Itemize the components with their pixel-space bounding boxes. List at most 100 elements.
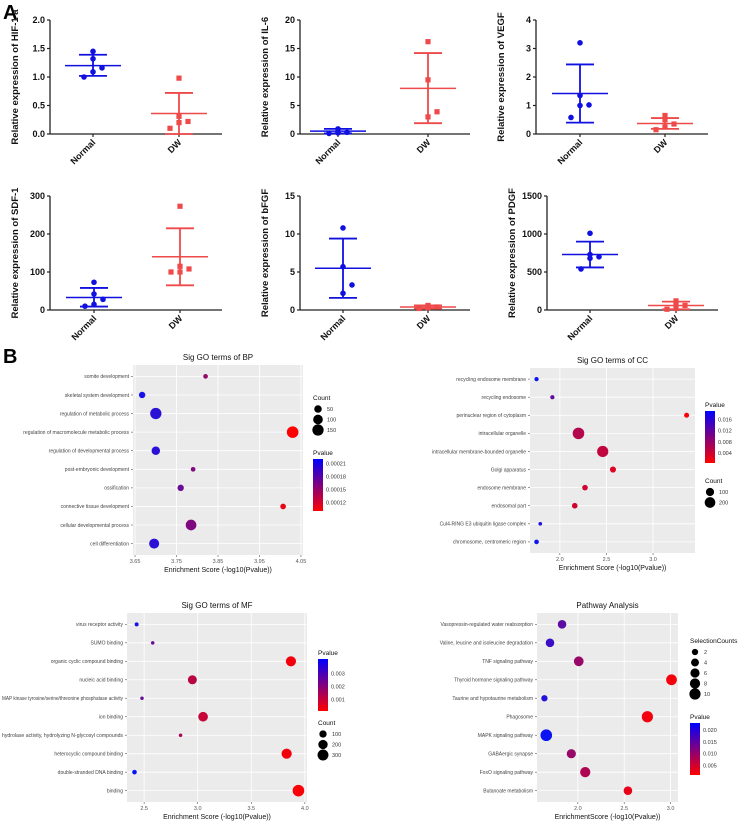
y-tick-label: 1 — [526, 101, 531, 111]
color-legend-label: 0.020 — [703, 728, 717, 734]
x-tick-label: 2.5 — [140, 806, 148, 812]
y-tick-label: 10 — [285, 229, 295, 239]
y-tick-label: 3 — [526, 44, 531, 54]
y-tick-label: 10 — [285, 72, 295, 82]
data-point-normal — [577, 40, 583, 46]
data-point-dw — [434, 109, 440, 115]
data-point-normal — [577, 92, 583, 99]
bubble — [285, 656, 297, 667]
y-tick-label: 200 — [30, 229, 45, 239]
size-legend-label: 10 — [704, 692, 710, 698]
bubble — [566, 749, 576, 759]
y-tick-label: 500 — [527, 267, 542, 277]
data-point-normal — [568, 114, 574, 121]
plot-panel — [530, 368, 695, 553]
term-label: recycling endosome — [482, 395, 527, 401]
bubble — [149, 538, 160, 549]
chart-title: Pathway Analysis — [576, 601, 638, 610]
term-label: intracellular organelle — [478, 431, 526, 437]
y-tick-label: 5 — [290, 267, 295, 277]
data-point-normal — [587, 255, 593, 262]
data-point-normal — [335, 130, 341, 136]
data-point-dw — [167, 125, 173, 131]
term-label: cell differentiation — [90, 541, 129, 547]
bubble — [203, 374, 208, 379]
term-label: FoxO signaling pathway — [480, 770, 534, 776]
term-label: Taurine and hypotaurine metabolism — [452, 696, 533, 702]
bubble — [187, 675, 197, 685]
data-point-normal — [349, 282, 355, 288]
x-axis-label: EnrichmentScore (-log10(Pvalue)) — [555, 814, 661, 821]
color-legend-title: Pvalue — [313, 450, 333, 457]
term-label: Cul4-RING E3 ubiquitin ligase complex — [440, 522, 527, 528]
term-label: Valine, leucine and isoleucine degradati… — [440, 641, 534, 647]
y-tick-label: 0.0 — [32, 129, 45, 139]
color-legend-label: 0.00021 — [326, 461, 346, 467]
bubble — [178, 733, 183, 737]
data-point-normal — [586, 102, 592, 108]
color-legend-label: 0.005 — [703, 764, 717, 770]
color-legend-label: 0.00015 — [326, 487, 346, 493]
term-label: recycling endosome membrane — [456, 377, 526, 383]
data-point-dw — [186, 266, 192, 272]
dot-plot-0: 0.0 0.5 1.0 1.5 2.0 Relative expression of HI… — [10, 9, 222, 166]
data-point-dw — [176, 75, 182, 81]
data-point-dw — [177, 263, 183, 269]
y-axis-label: Relative expression of VEGF — [496, 12, 507, 142]
data-point-dw — [673, 305, 679, 312]
x-tick-label: 2.5 — [620, 806, 628, 812]
size-legend-label: 200 — [332, 743, 341, 749]
y-tick-label: 5 — [290, 101, 295, 111]
y-tick-label: 0 — [40, 305, 45, 315]
size-legend-title: Count — [318, 720, 336, 727]
dot-plot-5: 0 500 1000 1500 Relative expression of PDGF N… — [507, 188, 718, 342]
y-tick-label: 15 — [285, 44, 295, 54]
y-tick-label: 0 — [526, 129, 531, 139]
x-axis-label: Enrichment Score (-log10(Pvalue)) — [163, 814, 271, 821]
term-label: skeletal system development — [65, 393, 130, 399]
term-label: Butanoate metabolism — [483, 788, 533, 794]
bubble — [545, 638, 555, 648]
data-point-normal — [90, 48, 96, 55]
y-tick-label: 0.5 — [32, 101, 45, 111]
data-point-dw — [176, 120, 182, 126]
color-legend-label: 0.00012 — [326, 500, 346, 506]
data-point-dw — [662, 124, 668, 130]
bubble — [138, 391, 146, 399]
term-label: intracellular membrane-bounded organelle — [432, 449, 526, 455]
size-legend-label: 4 — [704, 661, 707, 667]
data-point-normal — [326, 130, 332, 137]
category-label: DW — [415, 313, 433, 331]
term-label: heterocyclic compound binding — [54, 752, 123, 758]
term-label: perinuclear region of cytoplasm — [457, 413, 526, 419]
category-label: Normal — [68, 137, 97, 166]
category-label: Normal — [555, 137, 584, 166]
bubble — [538, 521, 543, 526]
size-legend-dot — [704, 497, 716, 508]
chart-title: Sig GO terms of BP — [183, 353, 253, 362]
data-point-dw — [662, 117, 668, 123]
y-tick-label: 100 — [30, 267, 45, 277]
size-legend-label: 50 — [327, 407, 333, 413]
y-tick-label: 1.5 — [32, 44, 45, 54]
size-legend-dot — [312, 424, 324, 436]
bubble — [534, 376, 539, 382]
y-tick-label: 0 — [290, 129, 295, 139]
term-label: regulation of developmental process — [49, 449, 130, 455]
size-legend-dot — [689, 678, 701, 689]
term-label: virus receptor activity — [76, 622, 123, 628]
y-tick-label: 1500 — [522, 191, 542, 201]
size-legend-label: 2 — [704, 650, 707, 656]
bubble — [140, 696, 144, 701]
data-point-normal — [100, 296, 106, 303]
color-legend-label: 0.016 — [718, 417, 732, 423]
data-point-normal — [340, 263, 346, 270]
x-tick-label: 3.95 — [254, 559, 265, 565]
bubble-chart-2: 2.5 3.0 3.5 4.0 virus receptor activity SUMO … — [2, 601, 345, 821]
dot-plot-2: 0 1 2 3 4 Relative expression of VEGF Normal DW — [496, 12, 708, 166]
y-tick-label: 2 — [526, 72, 531, 82]
data-point-dw — [416, 305, 422, 312]
y-tick-label: 0 — [537, 305, 542, 315]
y-tick-label: 1000 — [522, 229, 542, 239]
